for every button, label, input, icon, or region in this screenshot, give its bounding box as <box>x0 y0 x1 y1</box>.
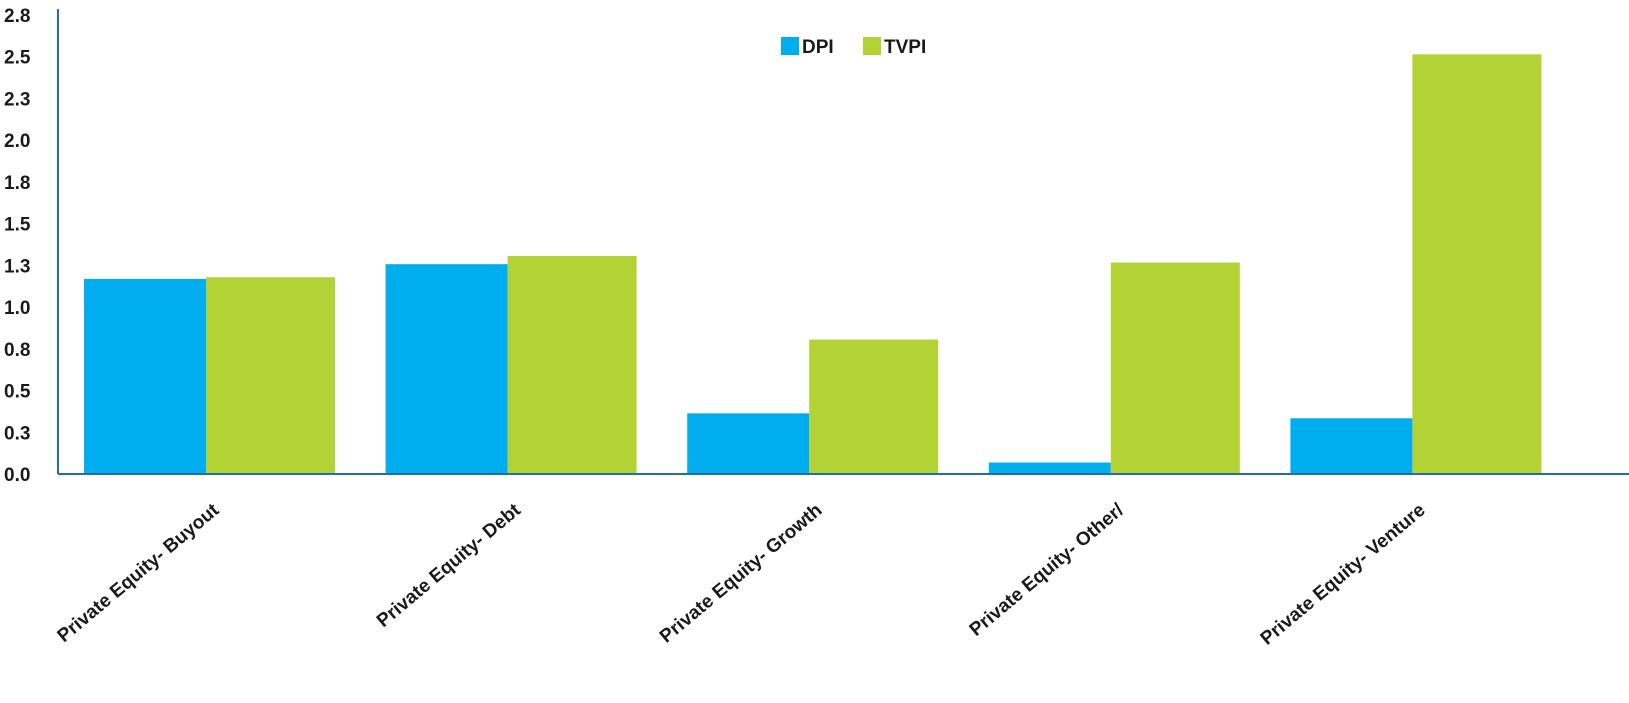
bar-tvpi-0 <box>206 277 335 474</box>
y-tick-label: 2.0 <box>4 131 30 152</box>
y-tick-label: 1.0 <box>4 298 30 319</box>
bar-tvpi-4 <box>1412 54 1542 474</box>
y-tick-label: 0.5 <box>4 382 31 403</box>
x-category-label: Private Equity- Other/ <box>966 499 1129 640</box>
legend-swatch-tvpi <box>863 37 881 55</box>
x-category-label: Private Equity- Growth <box>656 500 826 648</box>
bar-dpi-2 <box>687 413 810 474</box>
legend: DPI TVPI <box>781 37 926 58</box>
legend-label-dpi: DPI <box>802 37 834 58</box>
y-tick-label: 1.3 <box>4 256 30 277</box>
y-tick-label: 0.8 <box>4 340 30 361</box>
bar-dpi-4 <box>1290 418 1413 474</box>
y-tick-label: 2.5 <box>4 48 31 69</box>
x-category-label: Private Equity- Debt <box>373 499 525 632</box>
legend-label-tvpi: TVPI <box>884 37 926 58</box>
bars <box>84 54 1542 474</box>
bar-tvpi-1 <box>507 255 637 474</box>
y-tick-label: 2.8 <box>4 6 30 27</box>
x-axis: Private Equity- Buyout Private Equity- De… <box>54 473 1629 650</box>
bar-dpi-0 <box>84 278 206 474</box>
bar-tvpi-2 <box>809 339 939 474</box>
x-category-label: Private Equity- Venture <box>1257 500 1430 650</box>
x-category-label: Private Equity- Buyout <box>54 499 224 646</box>
bar-dpi-1 <box>385 264 508 474</box>
bar-tvpi-3 <box>1110 262 1240 474</box>
legend-swatch-dpi <box>781 37 799 55</box>
y-tick-label: 0.0 <box>4 465 30 486</box>
y-tick-label: 1.5 <box>4 215 31 236</box>
y-tick-label: 0.3 <box>4 423 30 444</box>
y-axis: 0.0 0.3 0.5 0.8 1.0 1.3 1.5 1.8 2.0 2.3 2.5 2.8 <box>4 6 59 486</box>
bar-dpi-3 <box>988 462 1111 474</box>
y-tick-label: 2.3 <box>4 89 30 110</box>
y-tick-label: 1.8 <box>4 173 30 194</box>
